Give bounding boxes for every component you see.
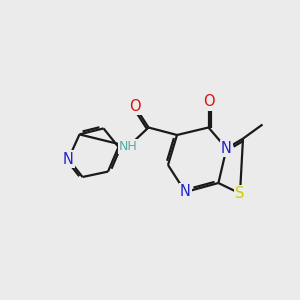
Text: S: S: [235, 186, 245, 201]
Text: N: N: [180, 184, 191, 200]
Text: NH: NH: [119, 140, 138, 153]
Text: N: N: [221, 141, 232, 156]
Text: N: N: [63, 152, 74, 166]
Text: O: O: [129, 99, 141, 114]
Text: O: O: [203, 94, 214, 110]
